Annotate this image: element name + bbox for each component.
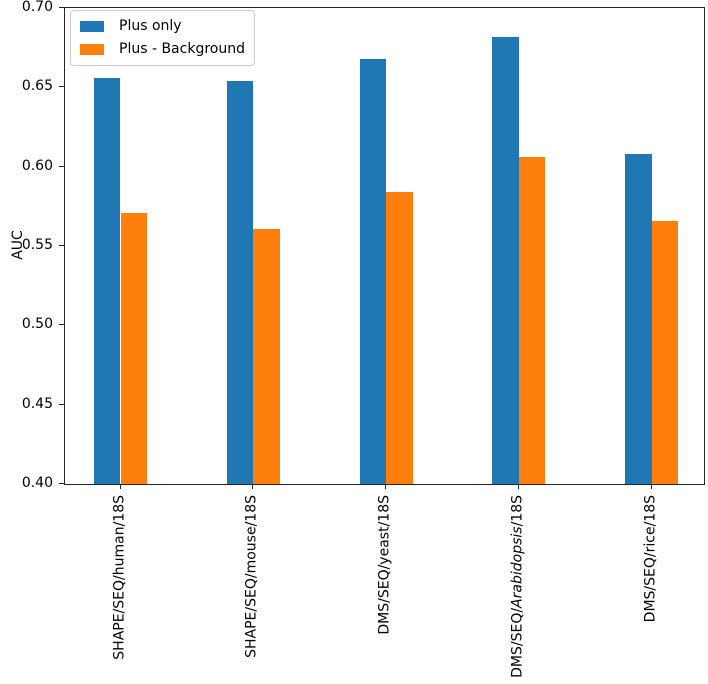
bar xyxy=(253,228,280,484)
bar xyxy=(492,36,519,484)
x-tick-label: SHAPE/SEQ/human/18S xyxy=(111,495,127,660)
x-tick-label-italic-segment: Arabidopsis xyxy=(509,526,526,608)
legend-label: Plus - Background xyxy=(119,41,245,57)
bar xyxy=(625,153,652,484)
legend-swatch xyxy=(80,44,104,55)
x-tick-mark xyxy=(252,484,253,489)
x-tick-mark xyxy=(518,484,519,489)
y-tick-mark xyxy=(59,404,64,405)
bar xyxy=(93,77,121,484)
y-tick-mark xyxy=(59,86,64,87)
bar xyxy=(518,157,546,484)
x-tick-label: DMS/SEQ/rice/18S xyxy=(642,495,659,623)
y-tick-label: 0.65 xyxy=(21,78,53,94)
legend: Plus only Plus - Background xyxy=(70,10,255,66)
y-tick-label: 0.55 xyxy=(21,237,53,253)
y-tick-mark xyxy=(59,324,64,325)
plot-area xyxy=(64,7,705,485)
bar xyxy=(359,58,387,484)
y-tick-mark xyxy=(59,7,64,8)
y-tick-label: 0.60 xyxy=(21,158,53,174)
x-tick-label: DMS/SEQ/Arabidopsis/18S xyxy=(509,495,526,678)
bar xyxy=(386,192,413,484)
y-tick-label: 0.50 xyxy=(21,316,53,332)
y-tick-mark xyxy=(59,245,64,246)
x-tick-label: DMS/SEQ/yeast/18S xyxy=(376,495,393,635)
y-tick-label: 0.45 xyxy=(21,396,53,412)
legend-row: Plus - Background xyxy=(80,40,245,59)
bar xyxy=(226,80,254,484)
bar xyxy=(120,212,148,484)
y-tick-mark xyxy=(59,166,64,167)
legend-row: Plus only xyxy=(80,17,245,36)
x-tick-label: SHAPE/SEQ/mouse/18S xyxy=(243,495,260,658)
x-tick-mark xyxy=(120,484,121,489)
x-tick-mark xyxy=(651,484,652,489)
y-tick-mark xyxy=(59,483,64,484)
y-tick-label: 0.40 xyxy=(21,475,53,491)
legend-swatch xyxy=(80,21,104,32)
bar xyxy=(651,220,679,484)
y-tick-label: 0.70 xyxy=(21,0,53,15)
x-tick-mark xyxy=(385,484,386,489)
legend-label: Plus only xyxy=(119,18,182,34)
